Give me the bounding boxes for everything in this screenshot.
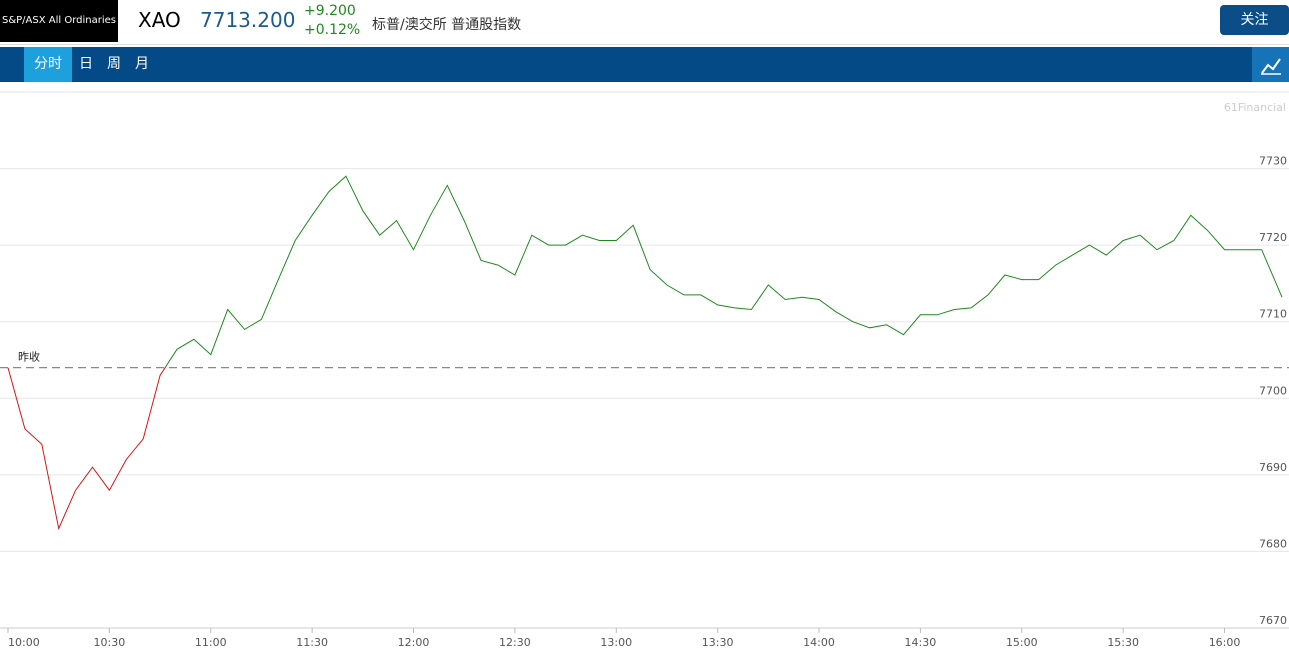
tab[interactable]: 周	[107, 56, 121, 72]
watermark: 61Financial	[1224, 101, 1286, 114]
x-tick-label: 12:00	[398, 636, 430, 649]
tab[interactable]: 日	[79, 56, 93, 72]
chart: 61Financial 7670 7680 7690 7700 7710 7720 7730…	[0, 91, 1289, 649]
y-tick-label: 7720	[1259, 231, 1287, 244]
y-tick-label: 7670	[1259, 614, 1287, 627]
x-tick-label: 12:30	[499, 636, 531, 649]
chart-icon[interactable]	[1252, 47, 1289, 82]
y-tick-label: 7700	[1259, 384, 1287, 397]
follow-button[interactable]: 关注	[1220, 5, 1289, 35]
prev-close-label: 昨收	[18, 350, 40, 364]
x-tick-label: 10:30	[94, 636, 126, 649]
description: 标普/澳交所 普通股指数	[372, 17, 522, 33]
x-tick-label: 13:00	[600, 636, 632, 649]
x-tick-label: 13:30	[702, 636, 734, 649]
header: S&P/ASX All Ordinaries XAO 7713.200 +9.2…	[0, 0, 1289, 45]
code: XAO	[138, 8, 181, 32]
x-tick-label: 15:00	[1006, 636, 1038, 649]
x-tick-label: 10:00	[8, 636, 40, 649]
change-pct: +0.12%	[304, 22, 361, 38]
y-tick-label: 7680	[1259, 537, 1287, 550]
tabs: 分时日周月	[24, 47, 156, 82]
icon	[1261, 58, 1281, 75]
tab[interactable]: 分时	[24, 47, 72, 82]
price: 7713.200	[200, 8, 296, 32]
x-tick-label: 14:00	[803, 636, 835, 649]
x-tick-label: 14:30	[905, 636, 937, 649]
x-tick-label: 11:00	[195, 636, 227, 649]
x-tick-label: 16:00	[1209, 636, 1241, 649]
x-tick-label: 15:30	[1107, 636, 1139, 649]
tab-bar: 分时日周月	[0, 47, 1289, 82]
x-tick-label: 11:30	[296, 636, 328, 649]
y-tick-label: 7690	[1259, 461, 1287, 474]
tab[interactable]: 月	[135, 56, 149, 72]
y-tick-label: 7710	[1259, 308, 1287, 321]
y-tick-label: 7730	[1259, 155, 1287, 168]
price-line	[7, 175, 1283, 531]
logo: S&P/ASX All Ordinaries	[0, 0, 118, 42]
change: +9.200	[304, 3, 356, 19]
